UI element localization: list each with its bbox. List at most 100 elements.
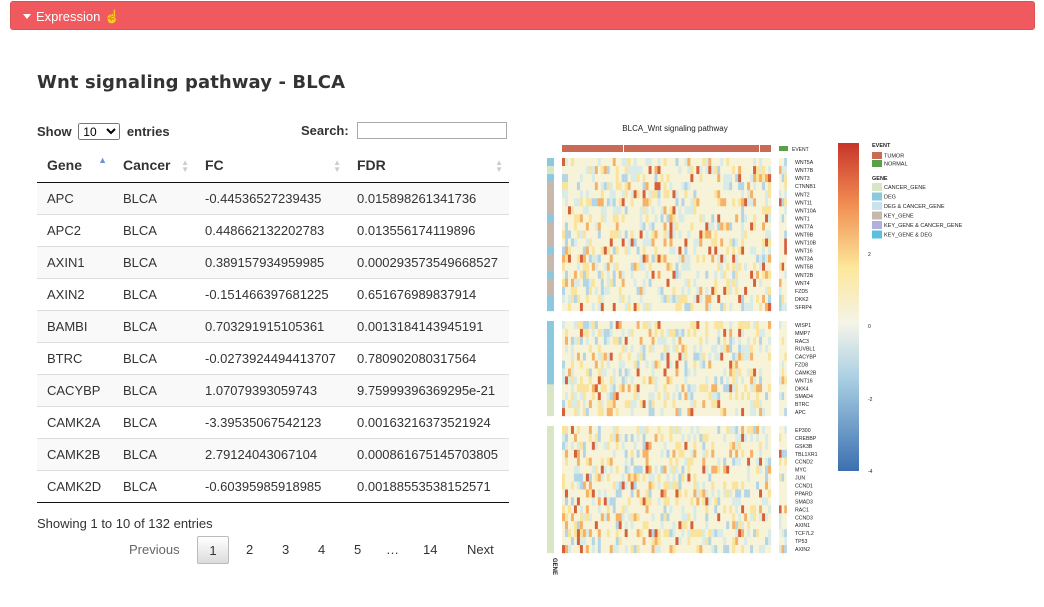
table-row[interactable]: CAMK2D BLCA -0.60395985918985 0.00188553538… (37, 470, 509, 503)
heatmap-cell (744, 352, 748, 361)
heatmap-cell (651, 230, 655, 239)
heatmap-cell (735, 321, 739, 330)
heatmap-cell (684, 278, 688, 287)
heatmap-cell (705, 537, 709, 546)
gene-annotation-cell (547, 426, 554, 435)
heatmap-cell (759, 400, 763, 409)
heatmap-cell (639, 254, 643, 263)
heatmap-cell (606, 328, 610, 337)
heatmap-cell (663, 286, 667, 296)
heatmap-cell (717, 352, 721, 361)
heatmap-cell (600, 433, 604, 443)
panel-title[interactable]: Expression ☝ (23, 9, 121, 24)
heatmap-cell (642, 497, 646, 506)
heatmap-cell (714, 433, 718, 443)
page-button-4[interactable]: 4 (318, 542, 326, 557)
gene-annotation-cell (547, 190, 554, 199)
column-header-fc[interactable]: FC ▲ ▼ (195, 148, 347, 183)
heatmap-cell (663, 545, 667, 554)
panel-title-label: Expression (36, 9, 101, 24)
previous-button[interactable]: Previous (129, 542, 180, 557)
heatmap-cell (660, 198, 664, 207)
heatmap-cell (720, 352, 724, 361)
table-row[interactable]: AXIN1 BLCA 0.389157934959985 0.000293573549… (37, 246, 509, 279)
heatmap-cell-normal (781, 441, 785, 450)
table-row[interactable]: BAMBI BLCA 0.703291915105361 0.001318414394… (37, 310, 509, 343)
heatmap-cell (738, 238, 742, 247)
table-row[interactable]: AXIN2 BLCA -0.151466397681225 0.65167698983… (37, 278, 509, 311)
heatmap-cell (666, 505, 670, 514)
heatmap-cell (654, 441, 658, 450)
gene-label: WNT7B (795, 168, 814, 174)
heatmap-cell (663, 513, 667, 522)
heatmap-cell (645, 278, 649, 287)
table-row[interactable]: APC BLCA -0.44536527239435 0.01589826134173… (37, 182, 509, 215)
page-button-5[interactable]: 5 (354, 542, 362, 557)
heatmap-cell (666, 336, 670, 345)
table-cell: 0.780902080317564 (347, 342, 509, 375)
heatmap-cell (720, 238, 724, 247)
heatmap-cell (705, 302, 709, 312)
heatmap-cell (651, 182, 655, 191)
heatmap-cell (579, 505, 584, 514)
heatmap-cell (765, 336, 769, 345)
table-row[interactable]: CAMK2B BLCA 2.79124043067104 0.000861675145… (37, 438, 509, 471)
heatmap-cell (672, 489, 676, 498)
heatmap-cell-normal (779, 449, 782, 458)
heatmap-cell (654, 294, 658, 304)
column-header-cancer[interactable]: Cancer ▲ ▼ (113, 148, 195, 183)
heatmap-cell (681, 286, 685, 296)
page-button-2[interactable]: 2 (246, 542, 254, 557)
entries-select[interactable]: 10 (78, 123, 121, 140)
heatmap-cell (768, 545, 772, 554)
heatmap-cell (705, 505, 709, 514)
heatmap-cell (615, 174, 619, 183)
table-cell: CAMK2B (37, 438, 113, 471)
heatmap-cell (603, 262, 607, 271)
heatmap-cell (687, 294, 691, 304)
heatmap-cell-normal (779, 513, 782, 522)
column-header-fdr[interactable]: FDR ▲ ▼ (347, 148, 509, 183)
heatmap-cell (714, 190, 718, 199)
heatmap-cell (732, 392, 736, 401)
table-row[interactable]: BTRC BLCA -0.0273924494413707 0.78090208031… (37, 342, 509, 375)
table-row[interactable]: CAMK2A BLCA -3.39535067542123 0.00163216373… (37, 406, 509, 439)
heatmap-cell (651, 302, 655, 312)
heatmap-cell (672, 246, 676, 255)
heatmap-cell (576, 352, 581, 361)
heatmap-cell (708, 473, 712, 482)
heatmap-cell-normal (784, 521, 787, 530)
table-row[interactable]: APC2 BLCA 0.448662132202783 0.0135561741198… (37, 214, 509, 247)
heatmap-cell (693, 344, 697, 353)
search-input[interactable] (357, 122, 507, 139)
heatmap-cell (756, 321, 760, 330)
heatmap-cell (735, 302, 739, 312)
heatmap-cell (699, 368, 703, 377)
heatmap-cell (612, 254, 616, 263)
gene-annotation-cell (547, 198, 554, 207)
heatmap-cell (636, 278, 640, 287)
heatmap-cell (615, 426, 619, 435)
page-button-1[interactable]: 1 (197, 536, 229, 564)
page-button-3[interactable]: 3 (282, 542, 290, 557)
heatmap-cell (615, 166, 619, 175)
heatmap-cell (672, 457, 676, 466)
heatmap-cell (711, 433, 715, 443)
next-button[interactable]: Next (467, 542, 494, 557)
heatmap-cell (666, 449, 670, 458)
column-header-gene[interactable]: Gene ▲ (37, 148, 113, 183)
heatmap-cell (750, 230, 754, 239)
heatmap-cell (762, 465, 766, 474)
page-button-14[interactable]: 14 (423, 542, 438, 557)
expression-panel-header[interactable]: Expression ☝ (10, 1, 1035, 30)
heatmap-cell (603, 230, 607, 239)
heatmap-cell (624, 254, 628, 263)
heatmap-cell (768, 384, 772, 393)
heatmap-cell (735, 384, 739, 393)
heatmap-cell (702, 465, 706, 474)
heatmap-cell (606, 368, 610, 377)
heatmap-cell (621, 352, 625, 361)
heatmap-cell (690, 286, 694, 296)
heatmap-cell (699, 286, 703, 296)
table-row[interactable]: CACYBP BLCA 1.07079393059743 9.759993963692… (37, 374, 509, 407)
